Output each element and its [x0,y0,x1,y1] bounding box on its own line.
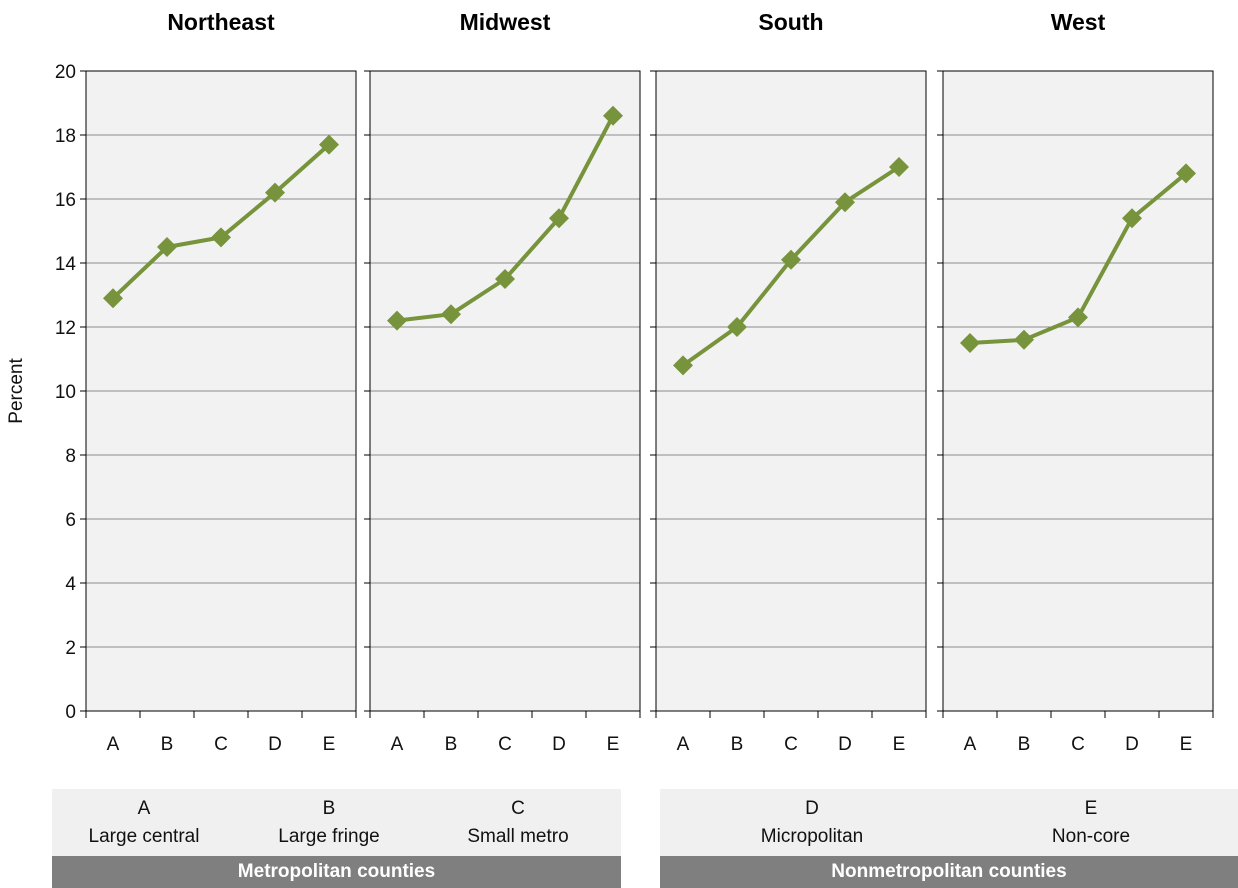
data-point-midwest-a [387,310,407,331]
data-point-midwest-c [495,269,515,289]
data-point-south-b [727,317,747,337]
x-tick-label-northeast-a: A [107,734,120,755]
x-tick-label-south-a: A [677,734,690,755]
data-point-west-d [1122,208,1142,229]
data-point-south-c [781,249,801,270]
data-point-northeast-d [265,182,285,203]
legend-metropolitan-background [52,789,621,856]
legend-code-b: B [322,798,336,819]
panel-title-northeast: Northeast [167,9,275,35]
legend-metropolitan: A Large central B Large fringe C Small m… [52,789,621,888]
y-tick-label-18: 18 [55,126,76,147]
legend-label-e: Non-core [1051,826,1131,847]
x-tick-label-west-e: E [1180,734,1193,755]
legend-code-c: C [511,798,525,819]
x-tick-label-west-d: D [1125,734,1139,755]
x-tick-label-south-b: B [731,734,744,755]
x-tick-label-midwest-b: B [445,734,458,755]
x-tick-label-west-c: C [1071,734,1085,755]
x-tick-label-west-b: B [1018,734,1031,755]
x-tick-label-midwest-d: D [552,734,566,755]
legend-label-c: Small metro [467,826,569,847]
data-point-south-d [835,192,855,213]
x-tick-label-south-e: E [893,734,906,755]
data-point-northeast-a [103,288,123,309]
data-point-midwest-e [603,105,623,126]
data-point-west-b [1014,329,1034,350]
legend-group-metropolitan: Metropolitan counties [52,856,621,888]
legend-nonmetropolitan-background [660,789,1238,856]
legend-code-a: A [137,798,151,819]
y-tick-label-10: 10 [55,382,76,403]
y-tick-label-2: 2 [65,638,76,659]
x-tick-label-south-d: D [838,734,852,755]
legend-nonmetropolitan: D Micropolitan E Non-core Nonmetropolita… [660,789,1238,888]
legend-label-a: Large central [88,826,200,847]
y-tick-label-8: 8 [65,446,76,467]
data-point-south-e [889,157,909,177]
legend-code-d: D [805,798,819,819]
x-tick-label-northeast-d: D [268,734,282,755]
panel-title-midwest: Midwest [460,9,551,35]
y-tick-label-12: 12 [55,318,76,339]
x-tick-label-midwest-c: C [498,734,512,755]
x-tick-label-midwest-a: A [391,734,404,755]
panel-title-south: South [758,9,823,35]
data-point-west-c [1068,307,1088,328]
panel-title-west: West [1051,9,1106,35]
x-tick-label-northeast-b: B [161,734,174,755]
y-tick-label-6: 6 [65,510,76,531]
data-point-northeast-c [211,227,231,248]
y-tick-label-4: 4 [65,574,76,595]
y-tick-label-16: 16 [55,190,76,211]
data-point-west-a [960,333,980,353]
legend-code-e: E [1084,798,1098,819]
legend-item-c: C Small metro [418,795,618,851]
x-tick-label-midwest-e: E [607,734,620,755]
legend-item-a: A Large central [44,795,244,851]
legend-item-e: E Non-core [991,795,1191,851]
y-axis-label: Percent [6,358,27,424]
data-point-midwest-b [441,304,461,325]
x-tick-label-northeast-e: E [323,734,336,755]
legend-group-nonmetropolitan: Nonmetropolitan counties [660,856,1238,888]
x-tick-label-south-c: C [784,734,798,755]
y-tick-label-20: 20 [55,62,76,83]
data-point-west-e [1176,163,1196,184]
legend-item-d: D Micropolitan [712,795,912,851]
legend-label-b: Large fringe [278,826,380,847]
data-point-midwest-d [549,208,569,229]
legend-item-b: B Large fringe [229,795,429,851]
y-tick-label-14: 14 [55,254,77,275]
x-tick-label-west-a: A [964,734,977,755]
chart: Percent 0 2 4 6 8 10 12 14 16 18 20 Northeast A B C D E Mi… [6,9,1214,755]
x-tick-label-northeast-c: C [214,734,228,755]
y-tick-label-0: 0 [65,702,76,723]
legend-label-d: Micropolitan [760,826,864,847]
data-point-northeast-e [319,134,339,155]
data-point-south-a [673,355,693,376]
data-point-northeast-b [157,237,177,257]
